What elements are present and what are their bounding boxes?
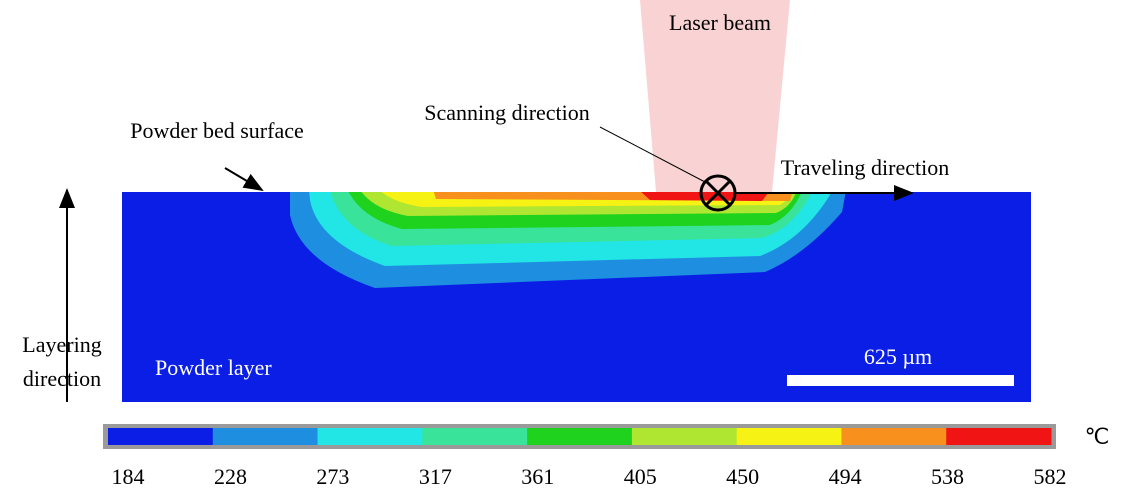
label: Powder layer [155,355,272,380]
colorbar-tick-label: 405 [624,464,657,489]
scale-bar [787,375,1014,386]
label: Traveling direction [781,155,949,180]
scale-bar-label: 625 µm [864,344,932,369]
colorbar-segment [737,428,842,445]
colorbar-segment [527,428,632,445]
colorbar-tick-label: 228 [214,464,247,489]
colorbar-tick-label: 317 [419,464,452,489]
colorbar-segment [632,428,737,445]
figure: Laser beam Scanning direction Traveling … [0,0,1122,496]
colorbar-segment [213,428,318,445]
colorbar-tick-label: 494 [829,464,862,489]
colorbar-tick-label: 582 [1034,464,1067,489]
label: Laser beam [669,10,771,35]
label: Layering [22,332,101,357]
label: direction [23,366,101,391]
colorbar-tick-label: 273 [316,464,349,489]
label: Scanning direction [424,100,590,125]
colorbar-unit: ℃ [1085,424,1110,449]
colorbar-tick-label: 361 [521,464,554,489]
colorbar-segment [422,428,527,445]
colorbar-segment [108,428,213,445]
colorbar-tick-label: 184 [112,464,145,489]
arrow [225,168,262,190]
melt-pool [290,180,848,288]
colorbar: 184 228 273 317 361 405 450 494 538 582 [108,428,1067,489]
label: Powder bed surface [130,118,304,143]
colorbar-segment [841,428,946,445]
colorbar-tick-label: 538 [931,464,964,489]
colorbar-segment [318,428,423,445]
colorbar-tick-label: 450 [726,464,759,489]
colorbar-segment [946,428,1051,445]
